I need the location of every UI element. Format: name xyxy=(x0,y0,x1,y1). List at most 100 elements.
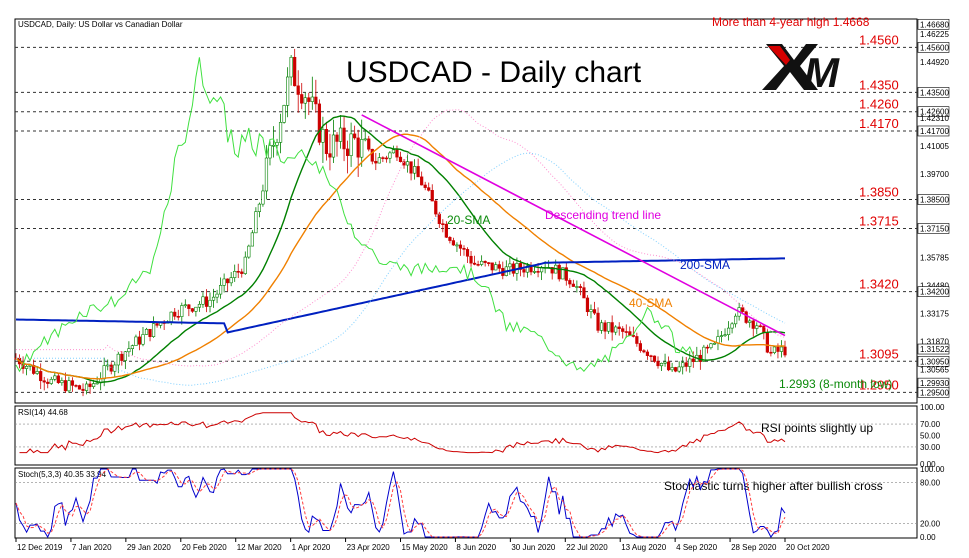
candle-body xyxy=(540,267,544,273)
sma200-line xyxy=(15,257,785,334)
candle-body xyxy=(557,264,561,280)
candle-body xyxy=(28,365,32,367)
candle-body xyxy=(674,367,678,372)
candle-body xyxy=(483,260,487,263)
candle-body xyxy=(356,137,360,158)
candle-body xyxy=(448,237,452,241)
candle-body xyxy=(310,96,314,102)
y-axis-label-box xyxy=(917,387,950,398)
candle-body xyxy=(286,76,290,106)
candle-body xyxy=(130,345,135,349)
candle-body xyxy=(564,267,568,281)
candle-body xyxy=(173,311,177,317)
candle-body xyxy=(176,316,180,318)
y-axis-label: 1.29500 xyxy=(920,388,949,397)
y-axis-label-box xyxy=(917,87,950,98)
candle-body xyxy=(670,367,674,371)
y-axis-label: 1.30565 xyxy=(920,366,949,375)
candle-body xyxy=(642,350,646,353)
candle-body xyxy=(169,311,173,322)
y-axis-label: 1.39700 xyxy=(920,170,949,179)
candle-body xyxy=(222,278,226,286)
candle-body xyxy=(109,364,113,372)
candle-body xyxy=(395,149,399,158)
candle-body xyxy=(303,97,307,104)
candle-body xyxy=(765,332,769,353)
candle-body xyxy=(744,311,748,323)
rsi-tick: 30.00 xyxy=(920,443,941,452)
candle-body xyxy=(652,355,657,362)
y-axis-label-box xyxy=(917,286,950,297)
candle-body xyxy=(575,286,579,288)
candle-body xyxy=(282,105,286,123)
candle-body xyxy=(314,96,318,105)
level-label: 1.3715 xyxy=(859,213,899,228)
x-axis-label: 23 Apr 2020 xyxy=(347,543,391,552)
candle-body xyxy=(751,320,755,329)
candle-body xyxy=(215,293,219,298)
x-axis-label: 28 Sep 2020 xyxy=(731,543,777,552)
eight-month-low-label: 1.2993 (8-month low) xyxy=(779,377,892,391)
y-axis-label: 1.34480 xyxy=(920,282,949,291)
candle-body xyxy=(444,223,448,238)
candle-body xyxy=(360,139,364,158)
y-axis-label-box xyxy=(917,125,950,137)
candle-body xyxy=(755,325,759,329)
candle-body xyxy=(596,312,600,331)
candle-body xyxy=(236,271,240,273)
x-axis-label: 22 Jul 2020 xyxy=(566,543,608,552)
level-label: 1.3420 xyxy=(859,277,899,292)
candle-body xyxy=(465,249,470,257)
candle-body xyxy=(183,304,187,307)
stoch-k-line xyxy=(15,468,786,539)
candle-body xyxy=(677,366,681,372)
candle-body xyxy=(240,271,244,274)
candle-body xyxy=(70,380,75,386)
candle-body xyxy=(599,322,604,331)
candle-body xyxy=(427,187,431,191)
candle-body xyxy=(201,296,205,305)
candle-body xyxy=(257,203,261,212)
candle-body xyxy=(741,307,745,312)
candle-body xyxy=(462,247,466,250)
candle-body xyxy=(666,361,671,371)
candle-body xyxy=(458,244,463,249)
candle-body xyxy=(331,134,336,158)
candle-body xyxy=(635,336,639,344)
candle-body xyxy=(289,56,293,78)
candle-body xyxy=(342,127,346,150)
candle-body xyxy=(388,152,392,159)
y-axis-label: 1.41700 xyxy=(920,127,949,136)
level-label: 1.4350 xyxy=(859,77,899,92)
candle-body xyxy=(144,328,149,335)
level-label: 1.4560 xyxy=(859,32,899,47)
y-axis-label-box xyxy=(917,18,950,30)
candle-body xyxy=(712,342,717,345)
x-axis-label: 29 Jan 2020 xyxy=(127,543,172,552)
y-axis-label: 1.37150 xyxy=(920,224,949,233)
y-axis-label: 1.43500 xyxy=(920,88,949,97)
candle-body xyxy=(63,380,67,392)
candle-body xyxy=(441,223,445,225)
candle-body xyxy=(84,383,89,391)
candle-body xyxy=(155,323,159,326)
candle-body xyxy=(363,138,367,141)
candle-body xyxy=(102,365,106,380)
y-axis-label: 1.30950 xyxy=(920,357,949,366)
candle-body xyxy=(511,263,515,274)
x-axis-label: 20 Oct 2020 xyxy=(786,543,830,552)
cloud-span-b xyxy=(16,152,786,386)
stoch-d-line xyxy=(15,468,786,538)
candle-body xyxy=(497,264,501,269)
candle-body xyxy=(568,280,572,285)
rsi-annotation: RSI points slightly up xyxy=(761,421,873,435)
candle-body xyxy=(127,348,131,353)
candle-body xyxy=(430,190,434,202)
candle-body xyxy=(621,328,625,332)
candle-body xyxy=(254,211,258,234)
candle-body xyxy=(487,262,491,264)
rsi-tick: 100.00 xyxy=(920,403,945,412)
candle-body xyxy=(81,388,85,391)
